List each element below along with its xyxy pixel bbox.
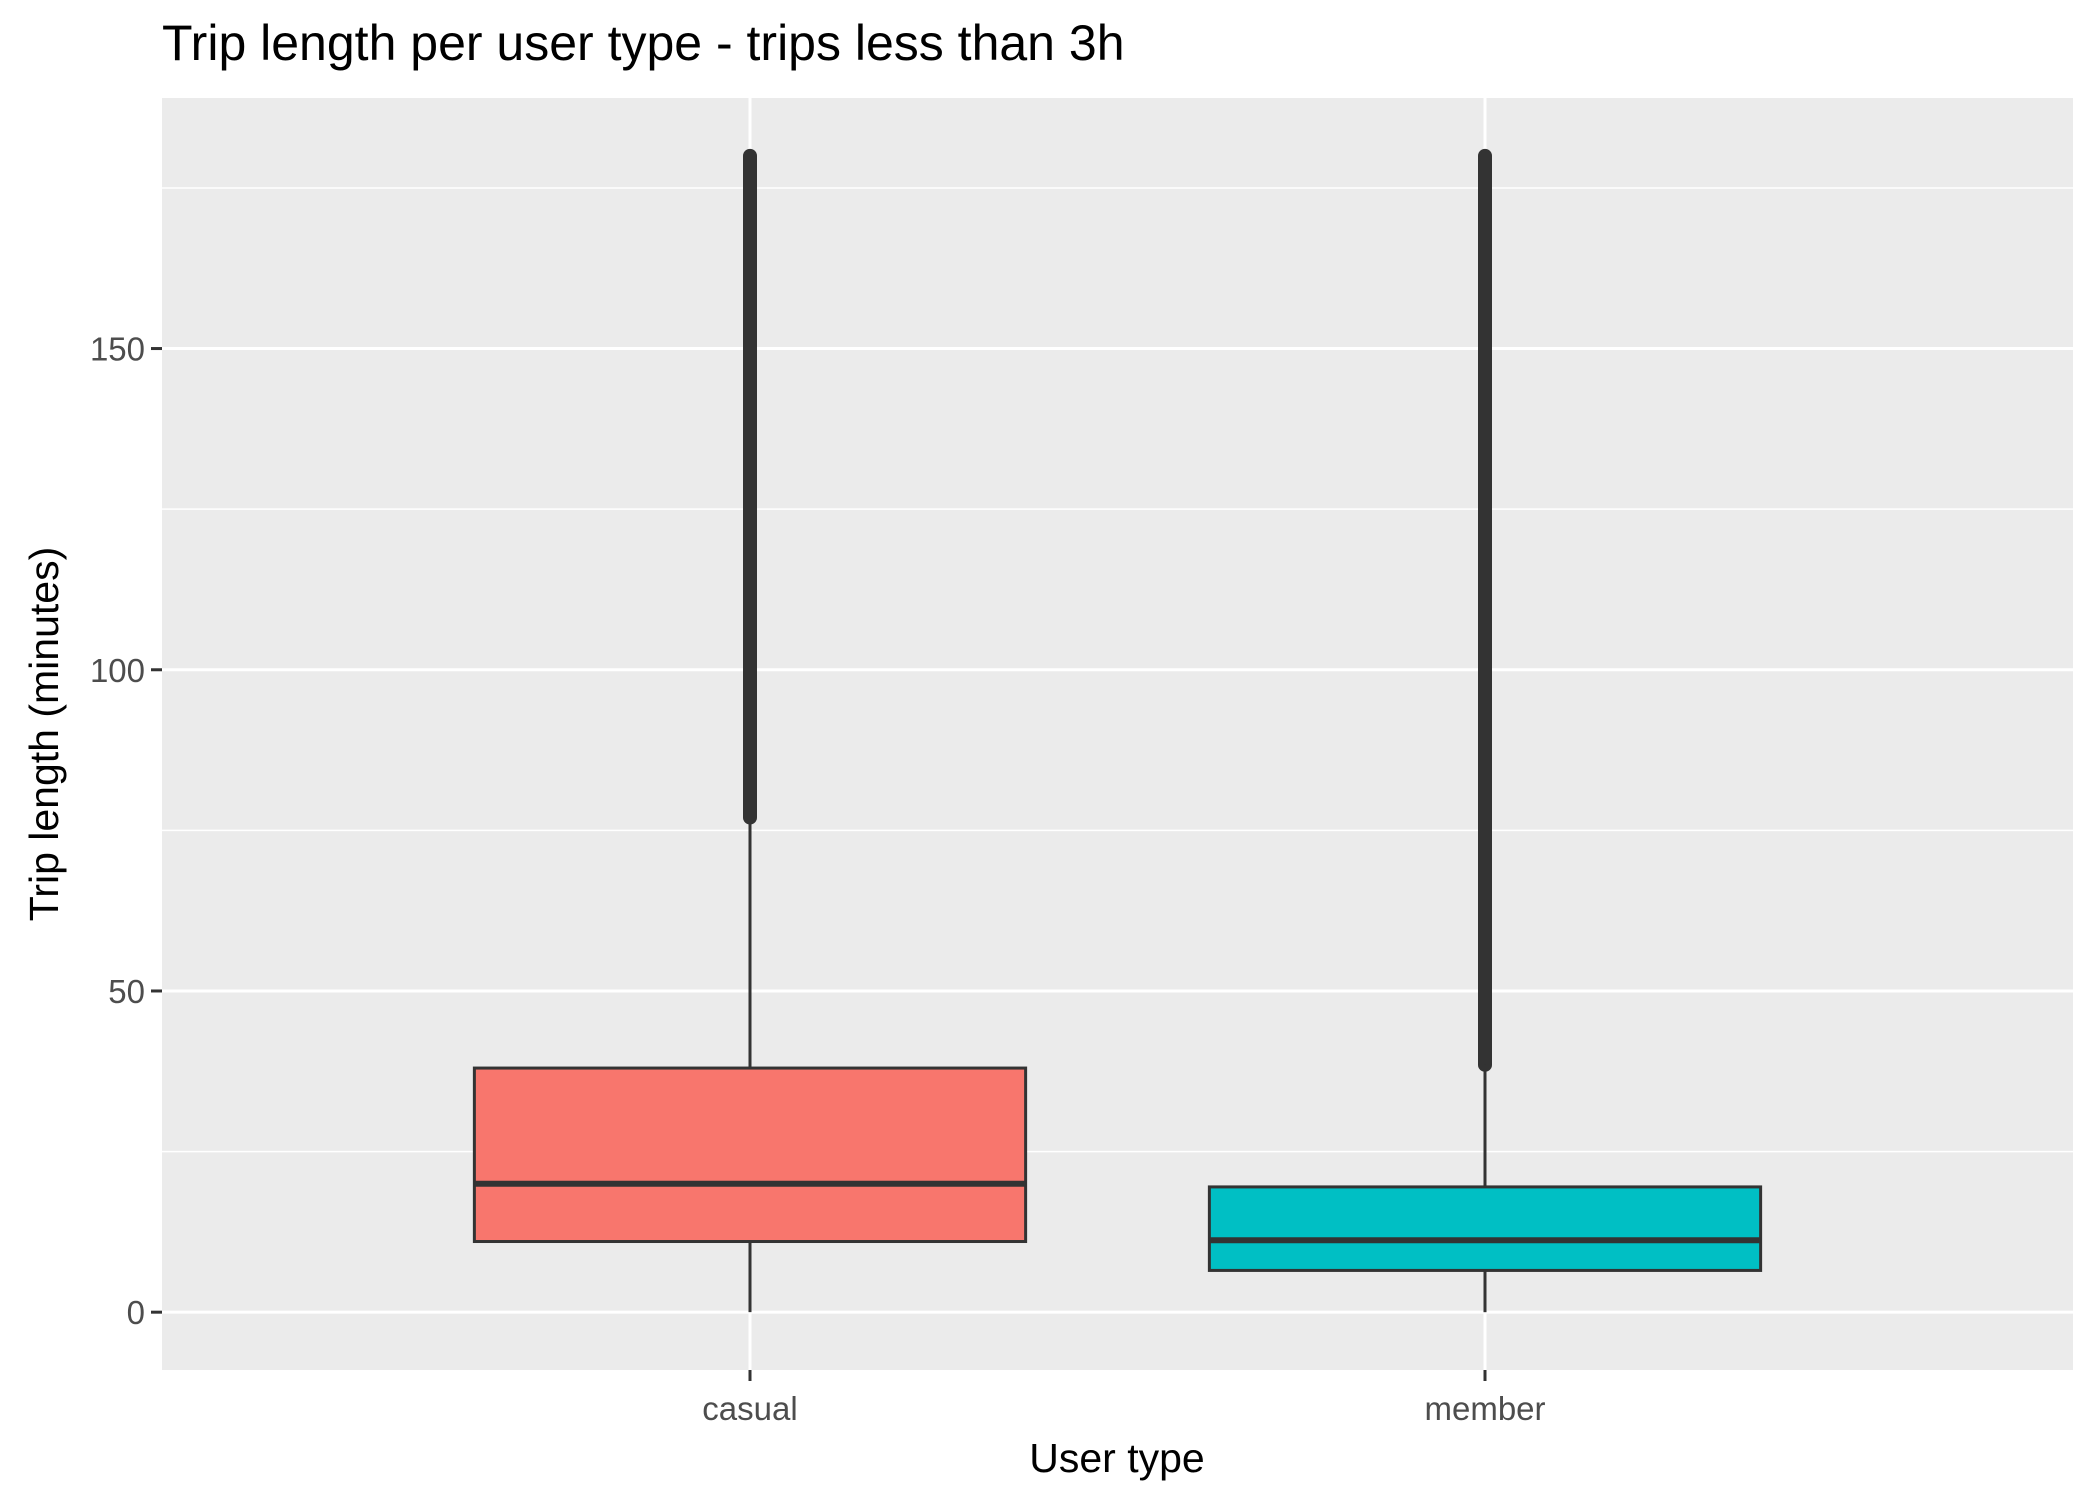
box-member [1207, 148, 1763, 1313]
y-tick-label: 100 [90, 652, 145, 689]
chart-title: Trip length per user type - trips less t… [162, 15, 1125, 71]
y-axis-label: Trip length (minutes) [21, 547, 67, 921]
x-axis-label: User type [1029, 1435, 1204, 1481]
box-casual [472, 148, 1028, 1313]
box-layer [472, 148, 1763, 1313]
y-tick-label: 50 [108, 973, 145, 1010]
x-tick-label: member [1424, 1390, 1545, 1427]
iqr-box [1207, 1185, 1763, 1272]
iqr-box [472, 1066, 1028, 1244]
x-tick-label: casual [702, 1390, 797, 1427]
plot-panel [162, 98, 2073, 1370]
y-tick-label: 150 [90, 331, 145, 368]
x-axis: casual member [702, 1370, 1546, 1427]
y-tick-label: 0 [127, 1294, 145, 1331]
y-axis: 0 50 100 150 [90, 331, 162, 1331]
